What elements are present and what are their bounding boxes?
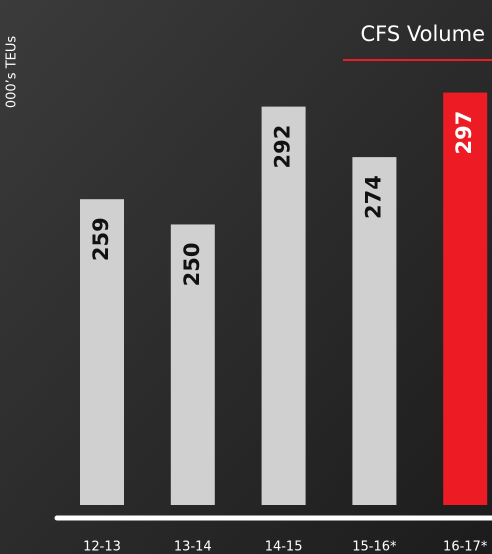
x-tick-label: 14-15 bbox=[265, 540, 303, 554]
bar bbox=[170, 224, 215, 505]
x-tick-label: 12-13 bbox=[83, 540, 121, 554]
x-tick-label: 15-16* bbox=[352, 540, 397, 554]
x-tick-label: 16-17* bbox=[443, 540, 488, 554]
value-label: 292 bbox=[271, 125, 295, 169]
value-label: 250 bbox=[180, 243, 204, 287]
bar bbox=[261, 106, 306, 505]
bar bbox=[352, 157, 397, 505]
value-label: 274 bbox=[361, 175, 385, 219]
value-label: 259 bbox=[89, 217, 113, 261]
value-label: 297 bbox=[452, 111, 476, 155]
bar bbox=[443, 92, 488, 505]
x-tick-label: 13-14 bbox=[174, 540, 212, 554]
bar bbox=[80, 199, 124, 505]
y-axis-label: 000’s TEUs bbox=[5, 36, 20, 109]
chart-title: CFS Volume bbox=[361, 22, 485, 46]
